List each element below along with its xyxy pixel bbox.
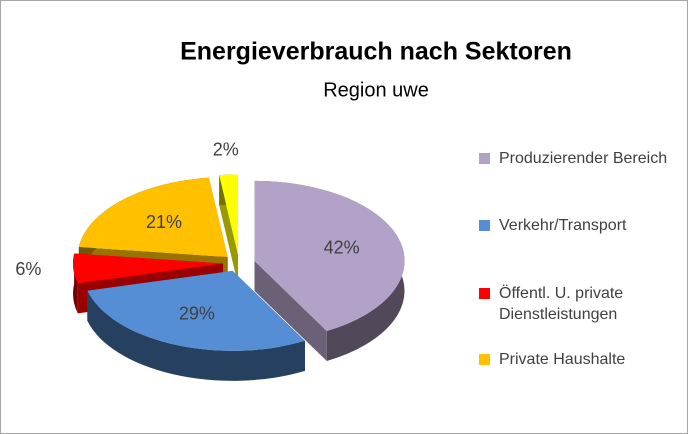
pie-slice [87,270,305,351]
pie-slice [73,253,224,284]
chart-title: Energieverbrauch nach Sektoren [180,38,572,66]
legend-label: Öffentl. U. private Dienstleistungen [499,285,624,323]
legend-item: Produzierender Bereich [479,148,688,169]
legend-label: Produzierender Bereich [499,150,668,167]
legend-item: Verkehr/Transport [479,215,688,236]
data-label: 21% [146,212,182,232]
legend-item: Öffentl. U. private Dienstleistungen [479,283,688,325]
pie-slice [78,177,228,257]
legend-label: Private Haushalte [499,351,626,368]
legend-label: Verkehr/Transport [499,217,627,234]
data-label: 6% [15,259,41,279]
pie-slice [254,180,405,331]
legend-swatch [479,220,490,231]
data-label: 2% [213,139,239,159]
slice-side [254,260,327,361]
data-label: 29% [179,304,215,324]
slice-wall [87,290,305,381]
legend-swatch [479,354,490,365]
legend-swatch [479,153,490,164]
chart-subtitle: Region uwe [323,79,429,101]
legend-item: Private Haushalte [479,349,688,370]
data-label: 42% [324,238,360,258]
legend-swatch [479,288,490,299]
pie-slice [219,174,238,255]
